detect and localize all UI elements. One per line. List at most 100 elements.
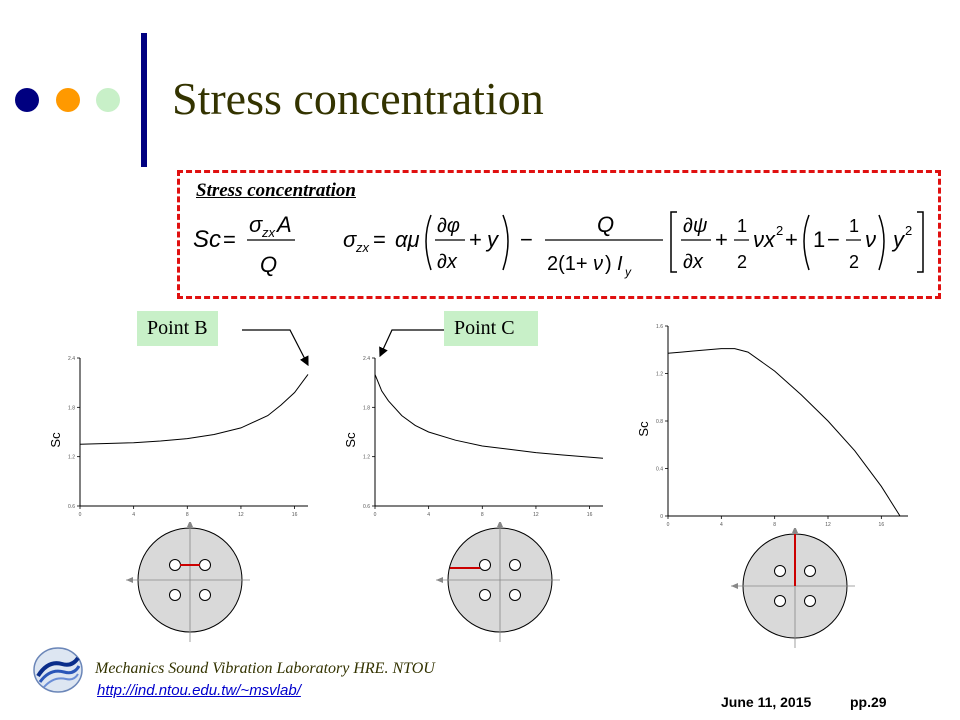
y-tick-label: 1.2 (68, 455, 75, 461)
chart-point-c: 0.6 1.2 1.8 2.4 0 4 8 12 16 Sc (345, 356, 604, 518)
y-axis-label: Sc (48, 432, 63, 448)
hole (804, 595, 816, 607)
x-tick-label: 8 (773, 522, 776, 528)
x-tick-label: 8 (481, 512, 484, 518)
svg-text:2(1+: 2(1+ (547, 253, 588, 275)
x-tick-label: 16 (292, 512, 298, 518)
x-tick-label: 12 (533, 512, 539, 518)
hole (479, 589, 491, 601)
navy-dot (15, 88, 39, 112)
y-tick-label: 1.2 (363, 455, 370, 461)
arrow-point-c (379, 329, 444, 358)
arrow-up-icon (187, 522, 193, 527)
x-tick-label: 12 (825, 522, 831, 528)
svg-text:1: 1 (737, 216, 747, 236)
svg-text:−: − (827, 227, 840, 252)
x-tick-label: 0 (667, 522, 670, 528)
hole (199, 589, 211, 601)
x-tick-label: 0 (79, 512, 82, 518)
svg-text:Q: Q (260, 252, 277, 277)
footer-lab-name: Mechanics Sound Vibration Laboratory HRE… (95, 660, 435, 677)
arrow-left-icon (126, 577, 133, 583)
hole (509, 589, 521, 601)
y-tick-label: 0.6 (68, 504, 75, 510)
svg-text:1: 1 (813, 227, 825, 252)
equation-sigma-zx: σ zx = αμ ∂φ ∂x + y − Q 2(1+ ν ) I y ∂ψ … (343, 211, 924, 279)
hole (169, 559, 181, 571)
arrow-left-icon (731, 583, 738, 589)
svg-text:ν: ν (593, 253, 603, 275)
mint-dot (96, 88, 120, 112)
chart-vertical-section: 0 0.4 0.8 1.2 1.6 0 4 8 12 16 Sc (638, 324, 908, 528)
x-tick-label: 16 (879, 522, 885, 528)
y-tick-label: 1.8 (363, 405, 370, 411)
svg-text:y: y (624, 265, 632, 279)
svg-text:−: − (520, 227, 533, 252)
chart-point-b: 0.6 1.2 1.8 2.4 0 4 8 12 16 Sc (48, 356, 309, 518)
svg-text:∂x: ∂x (683, 251, 704, 273)
y-tick-label: 1.8 (68, 405, 75, 411)
y-tick-label: 0.4 (656, 467, 663, 473)
hole (774, 595, 786, 607)
hole (774, 565, 786, 577)
x-tick-label: 8 (186, 512, 189, 518)
svg-text:αμ: αμ (395, 227, 420, 252)
svg-text:ν: ν (865, 227, 876, 252)
svg-text:A: A (275, 212, 292, 237)
equation-sc: Sc = σ zx A Q (193, 212, 295, 277)
y-axis-label: Sc (638, 421, 651, 437)
y-tick-label: 0 (660, 514, 663, 520)
section-diagram-point-c (436, 522, 560, 642)
x-tick-label: 12 (238, 512, 244, 518)
equation-box (177, 170, 941, 299)
equations: Sc = σ zx A Q σ zx = αμ ∂φ ∂x + y − Q 2(… (193, 211, 924, 279)
svg-text:1: 1 (849, 216, 859, 236)
footer-date: June 11, 2015 (721, 694, 812, 710)
wave-logo-icon (33, 647, 83, 693)
svg-text:2: 2 (849, 252, 859, 272)
svg-text:Sc: Sc (193, 226, 221, 253)
section-diagram-point-b (126, 522, 250, 642)
svg-text:2: 2 (737, 252, 747, 272)
y-tick-label: 2.4 (68, 356, 75, 362)
svg-text:=: = (373, 227, 386, 252)
y-tick-label: 0.6 (363, 504, 370, 510)
arrow-up-icon (792, 528, 798, 533)
arrow-point-b (242, 329, 309, 367)
hole (199, 559, 211, 571)
svg-text:Q: Q (597, 212, 614, 237)
x-tick-label: 4 (427, 512, 430, 518)
svg-text:νx: νx (753, 227, 776, 252)
title-divider-bar (141, 33, 147, 167)
svg-text:+: + (715, 227, 728, 252)
section-diagram-vertical (731, 528, 855, 648)
x-tick-label: 16 (587, 512, 593, 518)
hole (509, 559, 521, 571)
series-line (79, 374, 309, 445)
x-tick-label: 0 (374, 512, 377, 518)
series-line (374, 374, 604, 459)
footer-url-link[interactable]: http://ind.ntou.edu.tw/~msvlab/ (97, 682, 301, 699)
equation-heading: Stress concentration (196, 180, 356, 201)
slide-title: Stress concentration (172, 73, 544, 124)
x-tick-label: 4 (720, 522, 723, 528)
svg-text:+: + (469, 227, 482, 252)
hole (479, 559, 491, 571)
y-tick-label: 2.4 (363, 356, 370, 362)
y-tick-label: 1.2 (656, 372, 663, 378)
svg-text:∂φ: ∂φ (437, 215, 460, 237)
svg-text:σ: σ (249, 212, 263, 237)
svg-text:σ: σ (343, 227, 357, 252)
svg-text:zx: zx (355, 240, 370, 255)
svg-text:): ) (605, 253, 612, 275)
svg-text:y: y (891, 227, 906, 252)
svg-text:+: + (785, 227, 798, 252)
arrow-up-icon (497, 522, 503, 527)
callout-point-b: Point B (137, 311, 218, 346)
svg-text:2: 2 (776, 223, 783, 238)
series-line (667, 348, 901, 517)
svg-text:∂ψ: ∂ψ (683, 215, 708, 237)
hole (804, 565, 816, 577)
svg-text:zx: zx (261, 225, 276, 240)
orange-dot (56, 88, 80, 112)
